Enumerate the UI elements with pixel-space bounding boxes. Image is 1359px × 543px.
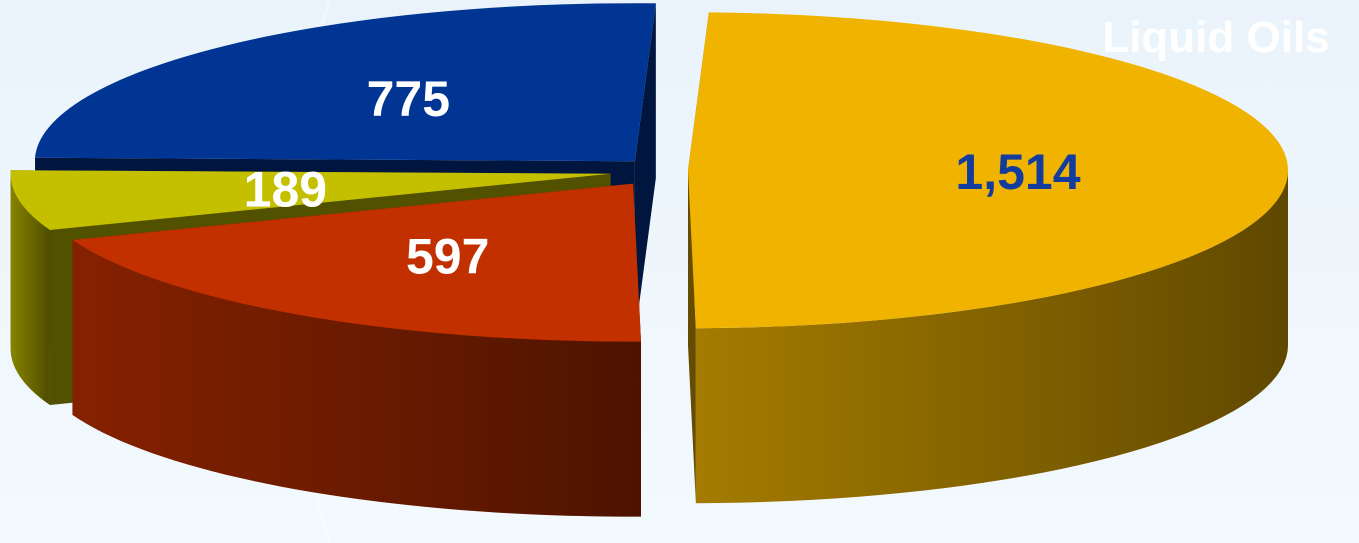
pie-slice-side-shade	[72, 239, 642, 517]
pie-slice-wall	[634, 3, 656, 337]
pie-slice	[687, 12, 1288, 504]
pie-slice-top	[35, 3, 656, 162]
pie-slice-side-shade	[10, 173, 50, 406]
pie-slice	[72, 183, 642, 517]
slice-value-label: 597	[406, 229, 489, 285]
pie-labels: 1,514 597 189 775	[244, 71, 1081, 284]
slice-value-label: 1,514	[955, 144, 1080, 200]
pie-slice-top	[10, 170, 611, 231]
slice-value-label: 775	[367, 71, 450, 127]
pie-slice-wall	[687, 170, 696, 504]
slice-value-label: 189	[244, 162, 327, 218]
pie-slice-top	[72, 183, 642, 342]
pie-slices	[10, 3, 1288, 517]
chart-title: Liquid Oils	[1102, 13, 1329, 62]
pie-slice-top	[687, 12, 1288, 329]
pie-slice-side-shade	[695, 170, 1288, 504]
